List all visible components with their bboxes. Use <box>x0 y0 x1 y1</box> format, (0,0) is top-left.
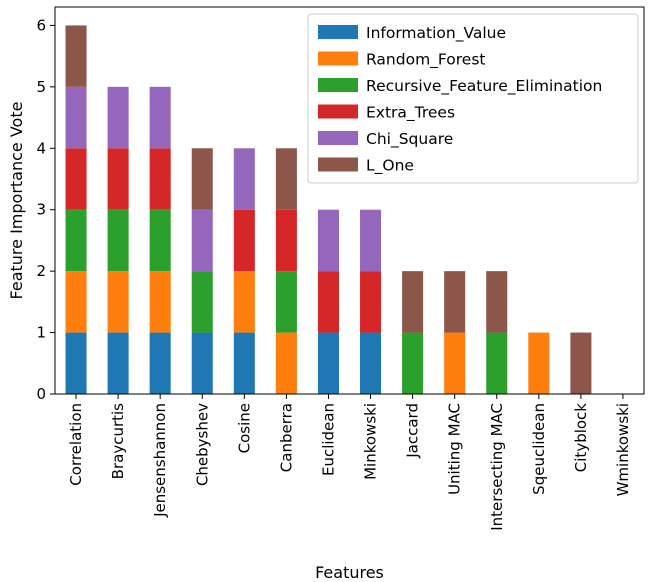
bar-random-forest-correlation <box>65 271 87 333</box>
bar-l-one-correlation <box>65 25 87 87</box>
bar-chi-square-cosine <box>233 148 255 210</box>
bar-chi-square-correlation <box>65 86 87 149</box>
plot-frame <box>54 6 645 395</box>
x-tick-label: Euclidean <box>319 403 337 476</box>
legend-swatch <box>318 25 358 39</box>
bar-random-forest-braycurtis <box>107 271 129 333</box>
bar-random-forest-sqeuclidean <box>528 332 550 394</box>
y-tick-label: 0 <box>36 385 46 403</box>
legend-swatch <box>318 51 358 66</box>
x-tick-label: Canberra <box>277 403 295 472</box>
bar-information-value-minkowski <box>360 332 382 394</box>
bar-recursive-feature-elimination-jensenshannon <box>149 209 171 272</box>
bar-recursive-feature-elimination-correlation <box>65 209 87 272</box>
bar-information-value-chebyshev <box>191 332 213 394</box>
x-tick-label: Braycurtis <box>109 403 127 479</box>
x-tick-label: Minkowski <box>362 403 380 480</box>
bar-extra-trees-minkowski <box>360 271 382 333</box>
bar-information-value-jensenshannon <box>149 332 171 394</box>
x-tick-label: Cosine <box>235 403 253 453</box>
axes-layer: 0 1 2 3 4 5 6 Correlation Braycurtis Jensenshanno… <box>36 6 645 531</box>
y-tick-label: 3 <box>36 201 46 219</box>
x-tick-label: Wminkowski <box>614 403 632 496</box>
legend-label: L_One <box>366 157 414 176</box>
x-tick-label: Uniting MAC <box>446 403 464 495</box>
legend-swatch <box>318 157 358 172</box>
y-tick-label: 1 <box>36 324 46 342</box>
bar-random-forest-jensenshannon <box>149 271 171 333</box>
x-tick-label: Correlation <box>67 403 85 486</box>
y-tick-label: 6 <box>36 16 46 34</box>
x-tick-label: Sqeuclidean <box>530 403 548 495</box>
x-tick-label: Cityblock <box>572 403 590 473</box>
bar-l-one-uniting-mac <box>444 271 466 333</box>
legend-label: Random_Forest <box>366 51 486 70</box>
bar-recursive-feature-elimination-jaccard <box>402 332 424 394</box>
bar-extra-trees-euclidean <box>317 271 339 333</box>
bar-extra-trees-correlation <box>65 148 87 210</box>
bar-l-one-intersecting-mac <box>486 271 508 333</box>
bar-extra-trees-braycurtis <box>107 148 129 210</box>
bar-information-value-cosine <box>233 332 255 394</box>
bar-l-one-canberra <box>275 148 297 210</box>
bar-extra-trees-canberra <box>275 209 297 272</box>
bar-chi-square-jensenshannon <box>149 86 171 149</box>
bar-recursive-feature-elimination-canberra <box>275 271 297 333</box>
x-tick-label: Intersecting MAC <box>488 403 506 531</box>
y-tick-label: 4 <box>36 139 46 157</box>
bar-recursive-feature-elimination-chebyshev <box>191 271 213 333</box>
bar-chi-square-euclidean <box>317 209 339 272</box>
legend-label: Recursive_Feature_Elimination <box>366 77 602 96</box>
bars-layer <box>65 25 592 394</box>
bar-chi-square-braycurtis <box>107 86 129 149</box>
bar-information-value-braycurtis <box>107 332 129 394</box>
legend-frame <box>307 13 639 184</box>
legend-swatch <box>318 78 358 92</box>
bar-extra-trees-cosine <box>233 209 255 272</box>
bar-l-one-chebyshev <box>191 148 213 210</box>
x-tick-label: Jaccard <box>404 403 422 459</box>
bar-recursive-feature-elimination-braycurtis <box>107 209 129 272</box>
y-axis-label: Feature Importance Vote <box>7 102 26 300</box>
bar-information-value-correlation <box>65 332 87 394</box>
legend-label: Extra_Trees <box>366 104 455 123</box>
legend-label: Information_Value <box>366 24 506 43</box>
bar-chi-square-minkowski <box>360 209 382 272</box>
x-tick-label: Jensenshannon <box>151 403 169 518</box>
bar-random-forest-uniting-mac <box>444 332 466 394</box>
legend: Information_Value Random_Forest Recursive_… <box>307 13 639 184</box>
bar-random-forest-cosine <box>233 271 255 333</box>
bar-l-one-cityblock <box>570 332 592 394</box>
x-axis-label: Features <box>315 563 384 582</box>
legend-swatch <box>318 131 358 145</box>
bar-extra-trees-jensenshannon <box>149 148 171 210</box>
bar-random-forest-canberra <box>275 332 297 394</box>
x-tick-label: Chebyshev <box>193 403 211 486</box>
bar-chi-square-chebyshev <box>191 209 213 272</box>
bar-recursive-feature-elimination-intersecting-mac <box>486 332 508 394</box>
y-tick-label: 2 <box>36 262 46 280</box>
y-tick-label: 5 <box>36 78 46 96</box>
legend-swatch <box>318 104 358 119</box>
bar-l-one-jaccard <box>402 271 424 333</box>
bar-information-value-euclidean <box>317 332 339 394</box>
legend-label: Chi_Square <box>366 130 453 149</box>
